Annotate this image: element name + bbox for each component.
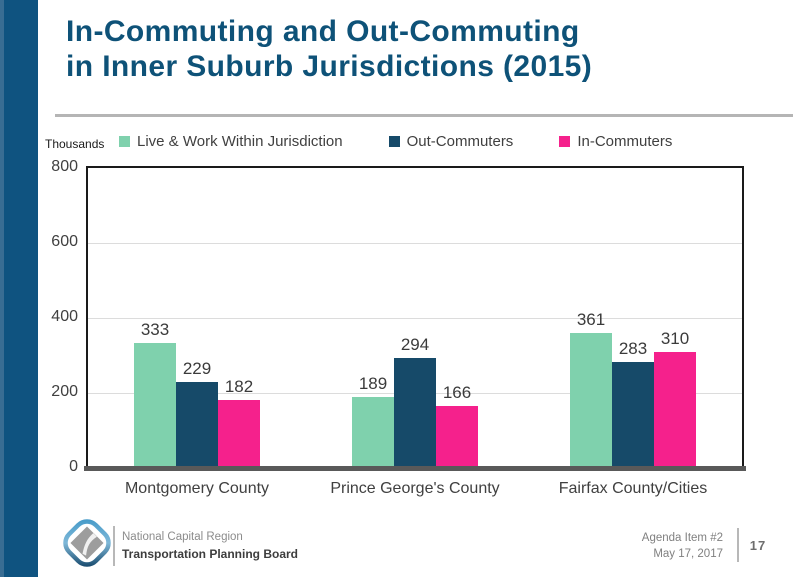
x-axis-line xyxy=(84,466,746,471)
page-number: 17 xyxy=(749,538,767,553)
legend-swatch-icon xyxy=(119,136,130,147)
y-axis-tick-label: 400 xyxy=(51,308,78,325)
x-axis-label: Fairfax County/Cities xyxy=(558,480,708,497)
legend-swatch-icon xyxy=(388,136,400,147)
agenda-date-label: May 17, 2017 xyxy=(653,548,723,561)
bar: 361 xyxy=(570,310,612,468)
legend-swatch-icon xyxy=(559,136,571,147)
bar-value-label: 166 xyxy=(442,382,472,402)
bar: 310 xyxy=(654,329,696,468)
bar-value-label: 189 xyxy=(358,374,388,394)
footer: National Capital Region Transportation P… xyxy=(0,510,793,577)
agenda-info: Agenda Item #2 May 17, 2017 xyxy=(642,530,723,562)
bar-value-label: 229 xyxy=(182,359,212,379)
bar: 189 xyxy=(352,374,394,468)
y-axis-tick-label: 800 xyxy=(51,158,78,175)
org-name-line-2: Transportation Planning Board xyxy=(122,546,299,561)
chart-legend: Live & Work Within Jurisdiction Out-Commu… xyxy=(119,133,672,150)
legend-label: Live & Work Within Jurisdiction xyxy=(137,133,343,150)
bar: 283 xyxy=(612,339,654,468)
footer-divider xyxy=(737,528,739,562)
legend-label: In-Commuters xyxy=(577,133,673,150)
bar: 182 xyxy=(218,377,260,468)
y-axis-tick-label: 0 xyxy=(69,458,78,475)
legend-label: Out-Commuters xyxy=(406,133,514,150)
left-accent-bar xyxy=(0,0,38,577)
title-line-1: In-Commuting and Out-Commuting xyxy=(66,15,580,48)
bar-value-label: 182 xyxy=(224,376,254,396)
tpb-logo-icon xyxy=(63,519,111,567)
page-title: In-Commuting and Out-Commuting in Inner S… xyxy=(66,14,592,84)
y-axis-unit-label: Thousands xyxy=(45,137,105,151)
legend-item: Live & Work Within Jurisdiction xyxy=(119,133,343,150)
bar-value-label: 294 xyxy=(400,334,430,354)
bar: 294 xyxy=(394,335,436,468)
plot-area: 333 229 182 189 294 166 361 283 310 xyxy=(88,168,742,468)
bar-group: 189 294 166 xyxy=(306,168,524,468)
bar-group: 361 283 310 xyxy=(524,168,742,468)
bar-value-label: 333 xyxy=(140,320,170,340)
x-axis-label: Prince George's County xyxy=(330,480,500,497)
legend-item: Out-Commuters xyxy=(388,133,514,150)
org-name-line-1: National Capital Region xyxy=(122,531,243,543)
title-divider xyxy=(55,114,793,117)
bar: 166 xyxy=(436,383,478,468)
bar: 229 xyxy=(176,359,218,468)
bar-value-label: 310 xyxy=(660,328,690,348)
y-axis-tick-label: 600 xyxy=(51,233,78,250)
organization-name: National Capital Region Transportation P… xyxy=(122,530,298,562)
bar-value-label: 361 xyxy=(576,309,606,329)
bar: 333 xyxy=(134,320,176,468)
bar-group: 333 229 182 xyxy=(88,168,306,468)
title-line-2: in Inner Suburb Jurisdictions (2015) xyxy=(66,50,593,84)
gridline xyxy=(88,318,742,319)
agenda-item-label: Agenda Item #2 xyxy=(641,532,723,544)
bar-value-label: 283 xyxy=(618,338,648,358)
legend-item: In-Commuters xyxy=(559,133,672,150)
gridline xyxy=(88,243,742,244)
logo-text-divider xyxy=(113,526,115,566)
x-axis-label: Montgomery County xyxy=(124,480,270,497)
y-axis-tick-label: 200 xyxy=(51,383,78,400)
